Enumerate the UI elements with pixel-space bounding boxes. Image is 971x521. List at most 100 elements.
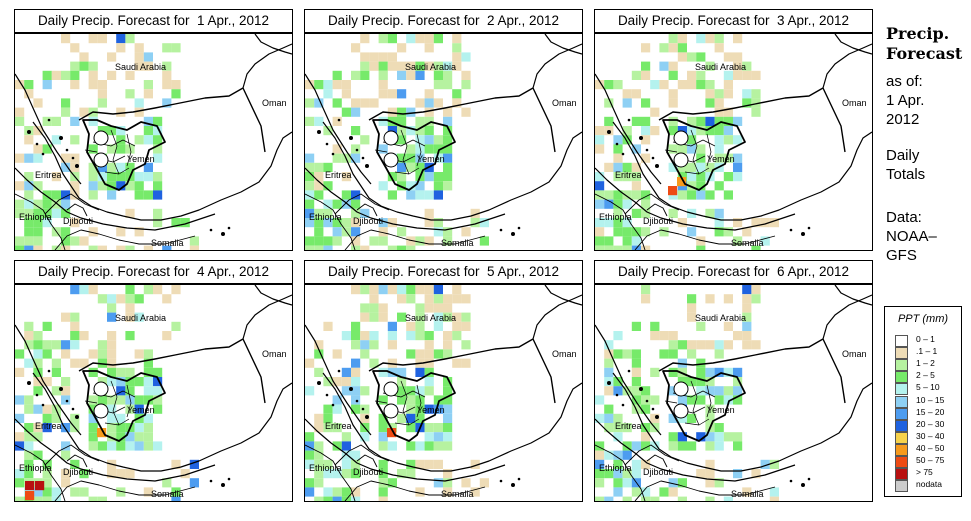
precip-cell bbox=[604, 340, 614, 350]
precip-cell bbox=[70, 312, 80, 322]
island-mark bbox=[789, 479, 793, 483]
precip-cell bbox=[613, 331, 623, 341]
precip-cell bbox=[696, 358, 706, 368]
precip-cell bbox=[369, 285, 379, 295]
precip-cell bbox=[415, 153, 425, 163]
precip-cell bbox=[595, 126, 605, 136]
precip-cell bbox=[397, 245, 407, 250]
island-mark bbox=[317, 130, 321, 134]
precip-cell bbox=[360, 386, 370, 396]
place-label-oman: Oman bbox=[552, 98, 577, 108]
precip-cell bbox=[742, 487, 752, 497]
precip-cell bbox=[116, 487, 126, 497]
precip-cell bbox=[622, 423, 632, 433]
precip-cell bbox=[107, 423, 117, 433]
precip-cell bbox=[61, 349, 71, 359]
precip-cell bbox=[153, 285, 163, 295]
map-canvas: Saudi Arabia Oman Yemen Eritrea Ethiopia Djib… bbox=[595, 34, 872, 250]
precip-cell bbox=[305, 459, 315, 469]
place-label-somalia: Somalia bbox=[441, 238, 474, 248]
precip-cell bbox=[79, 285, 89, 295]
precip-cell bbox=[360, 349, 370, 359]
precip-cell bbox=[387, 107, 397, 117]
precip-cell bbox=[61, 70, 71, 80]
precip-cell bbox=[631, 172, 641, 182]
precip-cell bbox=[433, 441, 443, 451]
precip-cell bbox=[622, 236, 632, 246]
precip-cell bbox=[15, 116, 25, 126]
precip-cell bbox=[604, 450, 614, 460]
precip-cell bbox=[314, 245, 324, 250]
precip-cell bbox=[443, 153, 453, 163]
precip-cell bbox=[351, 386, 361, 396]
precip-cell bbox=[650, 80, 660, 90]
precip-cell bbox=[70, 190, 80, 200]
precip-cell bbox=[659, 349, 669, 359]
precip-cell bbox=[79, 487, 89, 497]
island-mark bbox=[317, 381, 321, 385]
legend-label: 1 – 2 bbox=[916, 358, 935, 369]
precip-cell bbox=[751, 107, 761, 117]
precip-cell bbox=[33, 199, 43, 209]
precip-cell bbox=[406, 395, 416, 405]
precip-cell bbox=[134, 227, 144, 237]
precip-cell bbox=[33, 227, 43, 237]
precip-cell bbox=[424, 98, 434, 108]
precip-cell bbox=[677, 80, 687, 90]
precip-cell bbox=[24, 208, 34, 218]
precip-cell bbox=[424, 367, 434, 377]
precip-cell bbox=[443, 172, 453, 182]
precip-cell bbox=[723, 321, 733, 331]
precip-cell bbox=[650, 413, 660, 423]
precip-cell bbox=[668, 144, 678, 154]
precip-cell bbox=[613, 487, 623, 497]
precip-cell bbox=[143, 162, 153, 172]
place-label-saudi: Saudi Arabia bbox=[405, 62, 456, 72]
precip-cell bbox=[143, 285, 153, 295]
precip-cell bbox=[341, 172, 351, 182]
precip-cell bbox=[125, 245, 135, 250]
city-marker bbox=[383, 152, 399, 168]
precip-cell bbox=[323, 321, 333, 331]
place-label-yemen: Yemen bbox=[707, 154, 735, 164]
precip-cell bbox=[189, 459, 199, 469]
precip-cell bbox=[378, 70, 388, 80]
precip-cell bbox=[604, 413, 614, 423]
place-label-eritrea: Eritrea bbox=[325, 170, 352, 180]
precip-cell bbox=[641, 227, 651, 237]
precip-cell bbox=[723, 227, 733, 237]
precip-cell bbox=[443, 107, 453, 117]
precip-cell bbox=[134, 52, 144, 62]
precip-cell bbox=[461, 340, 471, 350]
precip-cell bbox=[332, 199, 342, 209]
precip-cell bbox=[387, 61, 397, 71]
precip-cell bbox=[134, 312, 144, 322]
precip-cell bbox=[705, 89, 715, 99]
precip-cell bbox=[677, 34, 687, 44]
precip-cell bbox=[143, 190, 153, 200]
precip-cell bbox=[769, 459, 779, 469]
precip-cell bbox=[622, 227, 632, 237]
precip-cell bbox=[33, 340, 43, 350]
place-label-yemen: Yemen bbox=[417, 154, 445, 164]
precip-cell bbox=[153, 367, 163, 377]
precip-cell bbox=[433, 478, 443, 488]
precip-cell bbox=[332, 227, 342, 237]
precip-cell bbox=[387, 423, 397, 433]
precip-cell bbox=[406, 190, 416, 200]
precip-cell bbox=[125, 181, 135, 191]
precip-cell bbox=[171, 43, 181, 53]
precip-cell bbox=[668, 441, 678, 451]
precip-cell bbox=[705, 190, 715, 200]
precip-cell bbox=[341, 89, 351, 99]
precip-cell bbox=[378, 181, 388, 191]
precip-cell bbox=[70, 70, 80, 80]
precip-cell bbox=[631, 349, 641, 359]
map-canvas: Saudi Arabia Oman Yemen Eritrea Ethiopia Djib… bbox=[595, 285, 872, 501]
place-label-saudi: Saudi Arabia bbox=[405, 313, 456, 323]
precip-cell bbox=[604, 116, 614, 126]
precip-cell bbox=[668, 487, 678, 497]
precip-cell bbox=[70, 285, 80, 295]
map-canvas: Saudi Arabia Oman Yemen Eritrea Ethiopia Djib… bbox=[15, 34, 292, 250]
map-canvas: Saudi Arabia Oman Yemen Eritrea Ethiopia Djib… bbox=[305, 285, 582, 501]
